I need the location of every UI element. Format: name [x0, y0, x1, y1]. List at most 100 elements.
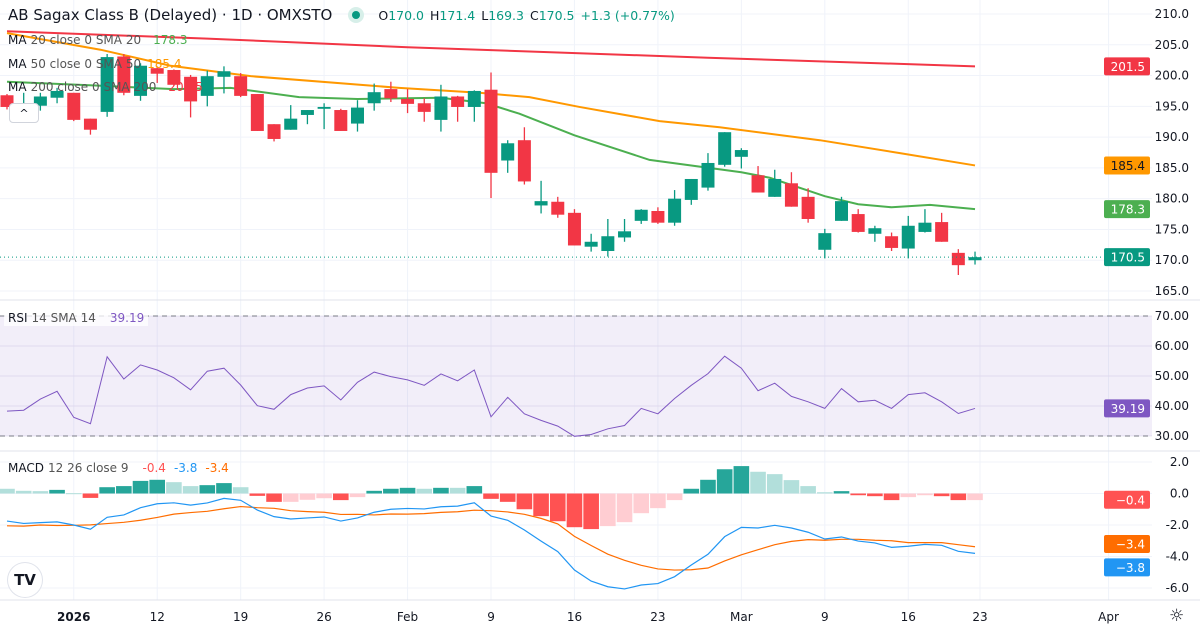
legend-macd[interactable]: MACD 12 26 close 9 -0.4 -3.8 -3.4	[8, 461, 229, 475]
legend-ma50[interactable]: MA 50 close 0 SMA 50 185.4	[8, 57, 181, 71]
macd-histogram-bar	[850, 493, 866, 496]
candle-body	[901, 225, 915, 249]
candle-up	[918, 209, 932, 233]
macd-histogram-bar	[232, 487, 249, 494]
indicator-value: 178.3	[153, 33, 188, 47]
candle-body	[551, 201, 565, 215]
badge-text: 201.5	[1111, 60, 1145, 74]
candle-up	[968, 251, 982, 265]
indicator-name: MACD	[8, 461, 44, 475]
time-axis-label: 26	[316, 610, 331, 624]
time-axis-label: 16	[567, 610, 582, 624]
price-tick-label: 195.0	[1155, 99, 1189, 113]
candle-up	[434, 84, 448, 132]
candle-body	[684, 178, 698, 200]
ma50-line	[6, 32, 976, 167]
macd-histogram-bar	[666, 493, 683, 501]
macd-badge: −3.8	[1104, 558, 1150, 577]
price-tick-label: 200.0	[1155, 69, 1189, 83]
macd-histogram-value: -0.4	[142, 461, 166, 475]
macd-histogram-bar	[950, 493, 967, 501]
macd-histogram-bar	[49, 489, 65, 494]
open-label: O	[378, 7, 389, 23]
time-axis-label: 19	[233, 610, 248, 624]
candle-up	[634, 209, 648, 224]
legend-ma200[interactable]: MA 200 close 0 SMA 200 201.5	[8, 80, 203, 94]
tradingview-logo[interactable]: TV	[8, 563, 42, 597]
chevron-up-icon: ^	[19, 106, 29, 120]
macd-histogram-bar	[82, 493, 99, 498]
macd-histogram-bar	[483, 493, 499, 499]
price-tick-label: 190.0	[1155, 130, 1189, 144]
candle-body	[184, 76, 198, 102]
macd-histogram-bar	[199, 485, 216, 494]
rsi-tick-label: 60.00	[1155, 339, 1189, 353]
candle-up	[768, 169, 782, 197]
rsi-pane	[0, 315, 1152, 437]
indicator-params: 20 close 0 SMA 20	[30, 33, 142, 47]
candle-body	[67, 92, 81, 120]
price-tick-label: 185.0	[1155, 161, 1189, 175]
macd-histogram-bar	[399, 487, 416, 494]
indicator-value: 39.19	[109, 311, 145, 325]
candle-down	[67, 92, 81, 122]
candle-body	[668, 198, 682, 223]
macd-histogram-bar	[733, 466, 750, 494]
macd-histogram-bar	[549, 493, 566, 522]
macd-histogram-bar	[516, 493, 533, 510]
candle-down	[234, 73, 248, 98]
badge-text: 39.19	[1111, 402, 1145, 416]
macd-histogram-bar	[433, 487, 449, 494]
macd-histogram-bar	[650, 493, 666, 509]
candle-up	[284, 105, 298, 130]
price-tick-label: 175.0	[1155, 222, 1189, 236]
macd-histogram-bar	[216, 483, 232, 494]
macd-histogram-bar	[349, 493, 366, 498]
gear-icon[interactable]: ☼	[1169, 606, 1184, 626]
candle-body	[751, 175, 765, 193]
candle-up	[300, 110, 314, 125]
candle-body	[718, 132, 732, 165]
candle-down	[384, 81, 398, 103]
macd-histogram-bar	[65, 493, 82, 495]
time-axis-label: 9	[821, 610, 829, 624]
rsi-tick-label: 70.00	[1155, 309, 1189, 323]
rsi-tick-label: 50.00	[1155, 369, 1189, 383]
candle-body	[567, 212, 581, 246]
candle-body	[417, 103, 431, 112]
candle-up	[100, 54, 114, 117]
candle-body	[784, 183, 798, 207]
candle-up	[868, 225, 882, 242]
gear-glyph: ☼	[1169, 606, 1185, 626]
time-axis-label: 23	[650, 610, 665, 624]
candle-body	[818, 233, 832, 250]
candle-body	[300, 110, 314, 115]
indicator-params: 14 SMA 14	[31, 311, 96, 325]
macd-histogram-bar	[933, 493, 950, 497]
legend-rsi[interactable]: RSI 14 SMA 14 39.19	[4, 310, 149, 326]
macd-histogram-bar	[833, 491, 850, 494]
candle-down	[401, 89, 415, 114]
time-axis[interactable]: 2026 12 19 26 Feb 9 16 23 Mar 9 16 23 Apr	[57, 610, 1119, 624]
candle-up	[50, 87, 64, 104]
price-axis[interactable]: 210.0 205.0 200.0 195.0 190.0 185.0 180.0 175.0…	[1104, 7, 1189, 595]
price-badge: 170.5	[1104, 248, 1150, 267]
time-axis-label: 12	[150, 610, 165, 624]
price-tick-label: 170.0	[1155, 253, 1189, 267]
candle-up	[835, 196, 848, 221]
macd-histogram-bar	[182, 486, 199, 494]
candle-body	[835, 201, 848, 221]
candle-body	[334, 110, 348, 131]
indicator-params: 50 close 0 SMA 50	[30, 57, 142, 71]
candle-down	[267, 124, 281, 142]
symbol-title[interactable]: AB Sagax Class B (Delayed) · 1D · OMXSTO	[8, 6, 333, 24]
badge-background	[1104, 57, 1150, 76]
legend-ma20[interactable]: MA 20 close 0 SMA 20 178.3	[8, 33, 187, 47]
badge-text: −3.4	[1116, 538, 1145, 552]
collapse-legend-button[interactable]: ^	[9, 103, 39, 123]
candle-body	[50, 90, 64, 98]
time-axis-label: 2026	[57, 610, 90, 624]
price-tick-label: 210.0	[1155, 7, 1189, 21]
candle-body	[534, 201, 548, 206]
